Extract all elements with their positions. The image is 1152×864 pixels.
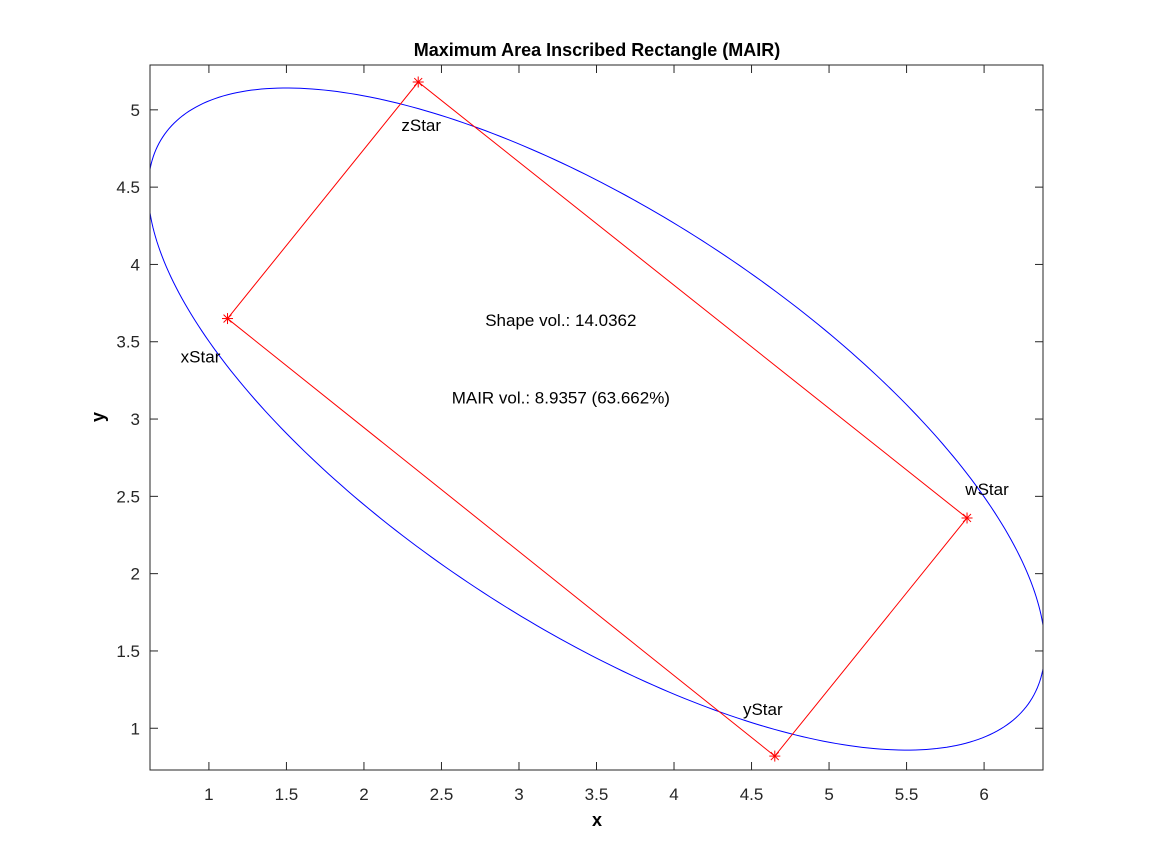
y-tick-label: 3.5 bbox=[116, 333, 140, 352]
x-tick-label: 2.5 bbox=[430, 785, 454, 804]
y-tick-label: 1 bbox=[131, 719, 140, 738]
y-tick-label: 5 bbox=[131, 101, 140, 120]
labels-layer: xStar zStar wStar yStar Shape vol.: 14.0362 M… bbox=[181, 116, 1009, 719]
star-marker-yStar bbox=[769, 750, 781, 762]
ticks-layer: 1 1.5 2 2.5 3 3.5 4 4.5 5 5.5 6 1 1.5 2 2.5 3 3.5 4 4.5 5 bbox=[116, 65, 1043, 804]
point-label-zStar: zStar bbox=[401, 116, 441, 135]
point-label-xStar: xStar bbox=[181, 348, 221, 367]
star-marker-xStar bbox=[222, 313, 234, 325]
x-axis-label: x bbox=[592, 810, 602, 830]
star-marker-wStar bbox=[961, 512, 973, 524]
y-tick-label: 1.5 bbox=[116, 642, 140, 661]
y-tick-label: 2.5 bbox=[116, 487, 140, 506]
x-tick-label: 6 bbox=[979, 785, 988, 804]
point-label-yStar: yStar bbox=[743, 700, 783, 719]
x-tick-label: 2 bbox=[359, 785, 368, 804]
x-tick-label: 1 bbox=[204, 785, 213, 804]
annotation-2: MAIR vol.: 8.9357 (63.662%) bbox=[452, 388, 670, 407]
y-axis-label: y bbox=[88, 412, 108, 422]
y-tick-label: 2 bbox=[131, 565, 140, 584]
x-tick-label: 4.5 bbox=[740, 785, 764, 804]
axes-box bbox=[149, 64, 1044, 771]
star-marker-zStar bbox=[412, 76, 424, 88]
x-tick-label: 3 bbox=[514, 785, 523, 804]
curves-layer bbox=[150, 76, 1043, 762]
y-tick-label: 3 bbox=[131, 410, 140, 429]
ellipse-boundary bbox=[150, 87, 1043, 751]
y-tick-label: 4 bbox=[131, 255, 140, 274]
x-tick-label: 4 bbox=[669, 785, 678, 804]
x-tick-label: 5.5 bbox=[895, 785, 919, 804]
y-tick-label: 4.5 bbox=[116, 178, 140, 197]
x-tick-label: 1.5 bbox=[275, 785, 299, 804]
x-tick-label: 5 bbox=[824, 785, 833, 804]
x-tick-label: 3.5 bbox=[585, 785, 609, 804]
plot-area bbox=[150, 65, 1043, 770]
chart-title: Maximum Area Inscribed Rectangle (MAIR) bbox=[414, 40, 780, 60]
point-label-wStar: wStar bbox=[964, 480, 1009, 499]
annotation-1: Shape vol.: 14.0362 bbox=[485, 311, 636, 330]
